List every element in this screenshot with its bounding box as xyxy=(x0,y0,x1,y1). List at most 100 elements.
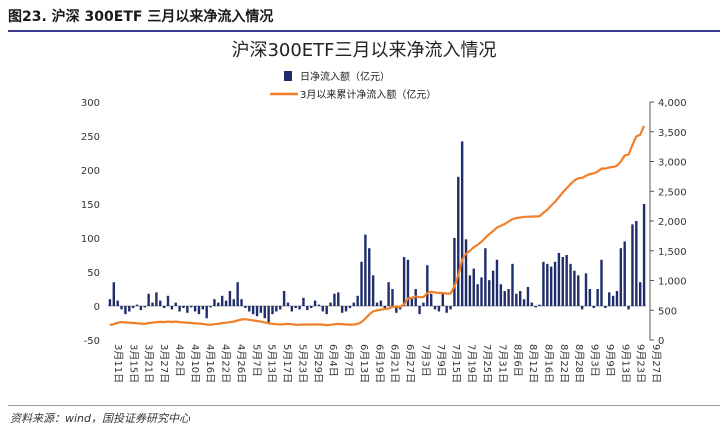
x-tick-label: 5月17日 xyxy=(281,344,293,383)
daily-inflow-bar xyxy=(375,302,379,306)
daily-inflow-bar xyxy=(166,295,170,306)
right-tick-label: 1,500 xyxy=(658,247,687,258)
daily-inflow-bar xyxy=(108,299,112,306)
x-tick-label: 7月31日 xyxy=(496,344,508,383)
x-tick-label: 6月27日 xyxy=(404,344,416,383)
daily-inflow-bar xyxy=(290,306,294,312)
daily-inflow-bar xyxy=(573,270,576,306)
x-tick-label: 5月29日 xyxy=(312,344,324,383)
left-tick-label: -50 xyxy=(84,336,100,347)
daily-inflow-bar xyxy=(236,282,239,306)
daily-inflow-bar xyxy=(205,306,208,319)
daily-inflow-bar xyxy=(112,282,116,306)
x-tick-label: 3月11日 xyxy=(112,344,124,383)
daily-inflow-bar xyxy=(244,306,247,309)
daily-inflow-bar xyxy=(580,306,584,310)
daily-inflow-bar xyxy=(128,306,131,312)
x-tick-label: 6月7日 xyxy=(343,344,355,377)
daily-inflow-bar xyxy=(577,275,580,306)
daily-inflow-bar xyxy=(619,248,623,306)
daily-inflow-bar xyxy=(240,299,243,306)
daily-inflow-bar xyxy=(147,293,150,306)
x-tick-label: 4月26日 xyxy=(235,344,247,383)
daily-inflow-bar xyxy=(224,300,228,306)
daily-inflow-bar xyxy=(329,302,332,306)
daily-inflow-bar xyxy=(251,306,255,315)
daily-inflow-bar xyxy=(519,291,522,306)
daily-inflow-bar xyxy=(333,293,336,306)
daily-inflow-bar xyxy=(279,306,282,310)
daily-inflow-bar xyxy=(255,306,259,317)
daily-inflow-bar xyxy=(220,295,224,306)
daily-inflow-bar xyxy=(321,306,325,312)
right-tick-label: 0 xyxy=(658,336,664,347)
daily-inflow-bar xyxy=(433,306,437,310)
daily-inflow-bar xyxy=(124,306,127,315)
x-tick-label: 4月16日 xyxy=(204,344,216,383)
left-tick-label: 0 xyxy=(94,302,100,313)
daily-inflow-bar xyxy=(248,306,251,312)
x-tick-label: 9月23日 xyxy=(635,344,647,383)
daily-inflow-bar xyxy=(549,266,553,306)
line-series xyxy=(109,125,646,327)
daily-inflow-bar xyxy=(116,300,119,306)
daily-inflow-bar xyxy=(174,302,177,306)
daily-inflow-bar xyxy=(155,292,158,306)
daily-inflow-bar xyxy=(209,306,212,308)
daily-inflow-bar xyxy=(453,238,456,306)
daily-inflow-bar xyxy=(488,280,491,306)
right-tick-label: 1,000 xyxy=(658,277,687,288)
daily-inflow-bar xyxy=(120,306,123,310)
legend-bar-swatch xyxy=(284,71,292,81)
daily-inflow-bar xyxy=(325,306,328,315)
daily-inflow-bar xyxy=(313,300,317,306)
x-tick-label: 7月25日 xyxy=(481,344,493,383)
x-tick-label: 6月19日 xyxy=(373,344,385,383)
daily-inflow-bar xyxy=(422,302,425,306)
daily-inflow-bar xyxy=(542,261,545,306)
daily-inflow-bar xyxy=(429,293,433,306)
daily-inflow-bar xyxy=(608,292,611,306)
daily-inflow-bar xyxy=(472,268,475,306)
daily-inflow-bar xyxy=(449,306,452,310)
left-axis: 300 250 200 150 100 50 0 -50 xyxy=(81,98,646,347)
daily-inflow-bar xyxy=(437,306,441,312)
x-tick-label: 9月9日 xyxy=(604,344,616,377)
daily-inflow-bar xyxy=(201,306,205,310)
right-tick-label: 2,500 xyxy=(658,187,687,198)
daily-inflow-bar xyxy=(468,275,472,306)
daily-inflow-bar xyxy=(538,304,541,306)
daily-inflow-bar xyxy=(445,306,448,313)
daily-inflow-bar xyxy=(294,306,297,309)
daily-inflow-bar xyxy=(615,291,619,306)
x-tick-label: 3月15日 xyxy=(127,344,139,383)
daily-inflow-bar xyxy=(565,255,568,306)
right-tick-label: 500 xyxy=(658,306,677,317)
daily-inflow-bar xyxy=(131,306,135,309)
daily-inflow-bar xyxy=(302,297,305,306)
daily-inflow-bar xyxy=(499,284,503,306)
right-tick-label: 2,000 xyxy=(658,217,687,228)
x-tick-label: 9月3日 xyxy=(589,344,601,377)
daily-inflow-bar xyxy=(557,252,561,306)
daily-inflow-bar xyxy=(135,304,139,306)
daily-inflow-bar xyxy=(217,302,220,306)
right-tick-label: 3,500 xyxy=(658,128,687,139)
daily-inflow-bar xyxy=(232,299,235,306)
x-tick-label: 6月4日 xyxy=(327,344,339,377)
right-axis: 4,000 3,500 3,000 2,500 2,000 1,500 1,000 500 0 xyxy=(649,98,687,347)
daily-inflow-bar xyxy=(623,241,626,306)
daily-inflow-bar xyxy=(197,306,201,315)
daily-inflow-bar xyxy=(267,306,270,323)
x-tick-label: 8月16日 xyxy=(542,344,554,383)
x-tick-label: 8月28日 xyxy=(573,344,585,383)
daily-inflow-bar xyxy=(193,306,197,312)
chart-title: 沪深300ETF三月以来净流入情况 xyxy=(231,40,496,61)
daily-inflow-bar xyxy=(642,204,646,306)
daily-inflow-bar xyxy=(190,306,193,308)
daily-inflow-bar xyxy=(151,302,154,306)
daily-inflow-bar xyxy=(159,300,162,306)
daily-inflow-bar xyxy=(263,306,266,319)
daily-inflow-bar xyxy=(534,306,537,308)
